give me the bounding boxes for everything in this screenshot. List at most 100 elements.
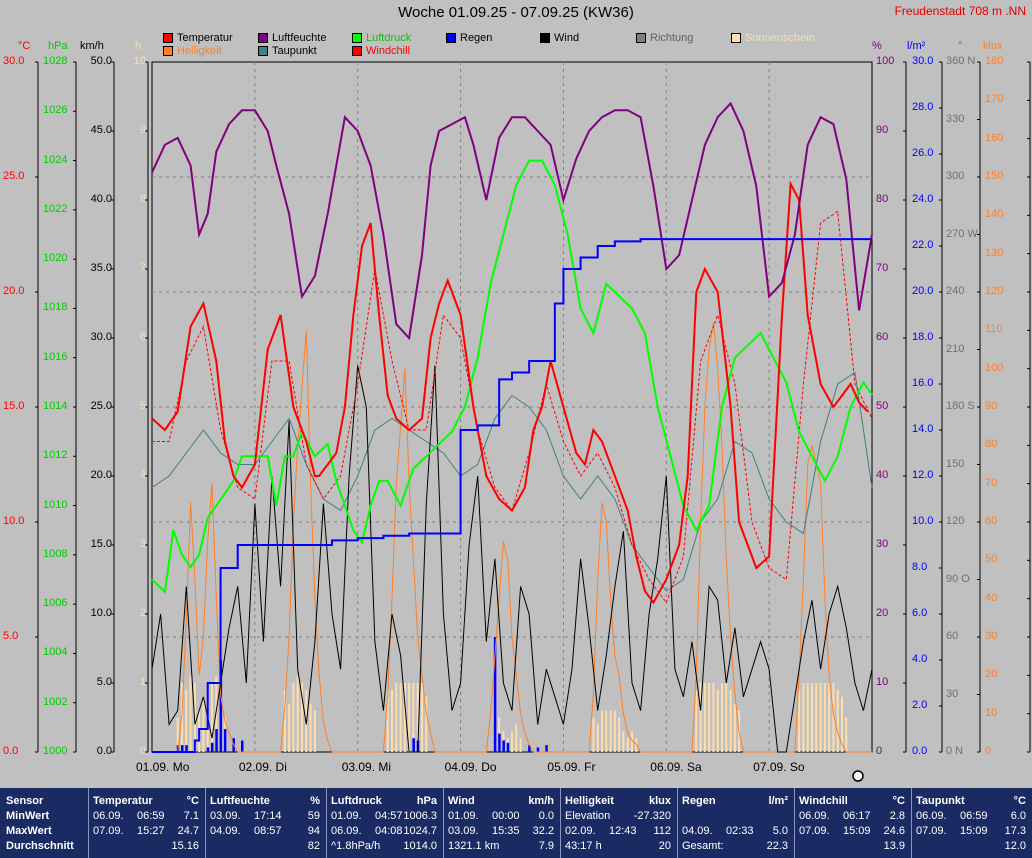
- legend-label: Temperatur: [177, 32, 233, 44]
- axis-unit-sun: h: [135, 40, 142, 52]
- sunshine-bar: [185, 689, 188, 752]
- sunshine-bar: [592, 717, 595, 752]
- chart-title: Woche 01.09.25 - 07.09.25 (KW36): [398, 4, 634, 21]
- y-tick-wind: 50.0: [90, 55, 112, 67]
- sunshine-bar: [845, 717, 848, 752]
- axis-unit-rain: l/m²: [907, 40, 926, 52]
- x-tick-day: 06.09. Sa: [650, 760, 702, 774]
- stats-block-title: Helligkeit: [565, 795, 614, 807]
- sunshine-bar: [189, 676, 192, 752]
- sunshine-bar: [622, 731, 625, 752]
- stats-cell-value: 59: [307, 810, 320, 822]
- series-luftfeuchte: [151, 101, 873, 341]
- stats-cell-time: 17:14: [254, 810, 282, 822]
- y-tick-pressure: 1010: [43, 498, 68, 511]
- y-tick-humidity: 40: [876, 469, 889, 481]
- x-tick-day: 01.09. Mo: [136, 760, 190, 774]
- stats-block-unit: °C: [186, 795, 199, 807]
- sunshine-bar: [515, 724, 518, 752]
- stats-cell-value: 24.6: [883, 825, 905, 837]
- y-tick-rain: 24.0: [912, 193, 934, 205]
- y-tick-temp: 15.0: [3, 400, 25, 412]
- sunshine-bar: [601, 710, 603, 752]
- stats-cell-time: 15:35: [492, 825, 520, 837]
- sunshine-bar: [313, 710, 316, 752]
- sunshine-bar: [283, 689, 286, 752]
- stats-block-unit: °C: [892, 795, 905, 807]
- series-taupunkt: [151, 371, 873, 592]
- stats-block-unit: l/m²: [768, 795, 788, 807]
- legend-item-regen: Regen: [446, 32, 492, 44]
- y-tick-wind: 15.0: [90, 538, 112, 550]
- stats-cell-time: 12:43: [609, 825, 637, 837]
- y-tick-wind: 5.0: [96, 676, 112, 688]
- y-tick-direction: 120: [946, 515, 965, 527]
- stats-cell-value: 12.0: [1004, 840, 1026, 852]
- y-tick-humidity: 10: [876, 676, 889, 688]
- sunshine-bar: [699, 683, 702, 752]
- series-temperatur: [151, 180, 869, 605]
- y-tick-humidity: 0: [876, 745, 883, 757]
- stats-cell-date: 01.09.: [331, 810, 362, 822]
- y-tick-temp: 20.0: [3, 285, 25, 297]
- sunshine-bar: [215, 676, 218, 752]
- sunshine-bar: [828, 683, 831, 752]
- stats-block-luftdruck: Luftdruck hPa 01.09. 04:57 1006.3 06.09. 04:08…: [326, 788, 443, 858]
- y-tick-sun: 5: [139, 400, 146, 412]
- legend-swatch: [636, 33, 646, 43]
- stats-cell-value: 13.9: [883, 840, 905, 852]
- legend-swatch: [258, 33, 268, 43]
- stats-block-title: Regen: [682, 795, 716, 807]
- y-tick-direction: 180 S: [946, 400, 975, 412]
- stats-cell-value: 112: [653, 825, 671, 837]
- y-tick-klux: 150: [985, 170, 1004, 182]
- y-tick-rain: 4.0: [912, 653, 928, 665]
- y-tick-klux: 110: [985, 323, 1003, 336]
- sunshine-bar: [729, 689, 732, 752]
- y-tick-direction: 240: [946, 285, 965, 297]
- stats-cell-value: 94: [307, 825, 320, 837]
- legend-swatch: [446, 33, 456, 43]
- rain-bar: [502, 740, 505, 752]
- y-tick-rain: 22.0: [912, 239, 934, 251]
- rain-bar: [215, 729, 218, 752]
- y-tick-wind: 20.0: [90, 469, 112, 481]
- sunshine-bar: [823, 683, 826, 752]
- stats-cell-value: 82: [307, 840, 320, 852]
- stats-cell-date: 07.09.: [799, 825, 830, 837]
- stats-cell-date: Elevation: [565, 810, 611, 822]
- y-tick-sun: 6: [139, 331, 146, 343]
- rain-bar: [498, 733, 501, 752]
- stats-cell-value: 0.0: [538, 810, 554, 822]
- statistics-table: Sensor MinWert MaxWert Durchschnitt Temperat…: [0, 788, 1032, 858]
- y-tick-pressure: 1020: [43, 252, 68, 265]
- y-tick-direction: 30: [946, 687, 959, 700]
- legend-swatch: [731, 33, 741, 43]
- y-tick-humidity: 50: [876, 400, 889, 412]
- stats-cell-time: 08:57: [254, 825, 282, 837]
- y-tick-temp: 10.0: [3, 515, 25, 527]
- sunshine-bar: [309, 703, 312, 752]
- weather-chart: [35, 61, 1031, 782]
- sunshine-bar: [712, 683, 715, 752]
- sunshine-bar: [841, 696, 843, 752]
- sunshine-bar: [519, 738, 522, 752]
- legend-item-helligkeit: Helligkeit: [163, 45, 222, 57]
- y-tick-wind: 35.0: [90, 262, 112, 274]
- rain-bar: [493, 637, 497, 752]
- sunshine-bar: [292, 683, 295, 752]
- station-label: Freudenstadt 708 m .NN: [894, 4, 1026, 18]
- y-tick-rain: 16.0: [912, 377, 934, 389]
- stats-cell-date: 07.09.: [916, 825, 947, 837]
- y-tick-klux: 70: [985, 476, 998, 489]
- stats-cell-value: 32.2: [532, 825, 554, 837]
- legend-swatch: [258, 46, 268, 56]
- y-tick-direction: 360 N: [946, 55, 976, 67]
- sunshine-bar: [176, 717, 179, 752]
- y-tick-pressure: 1024: [43, 153, 68, 166]
- y-tick-rain: 26.0: [912, 147, 934, 159]
- legend-swatch: [163, 33, 173, 43]
- y-tick-humidity: 100: [876, 55, 895, 67]
- y-tick-klux: 20: [985, 668, 998, 681]
- legend-label: Luftdruck: [366, 32, 412, 44]
